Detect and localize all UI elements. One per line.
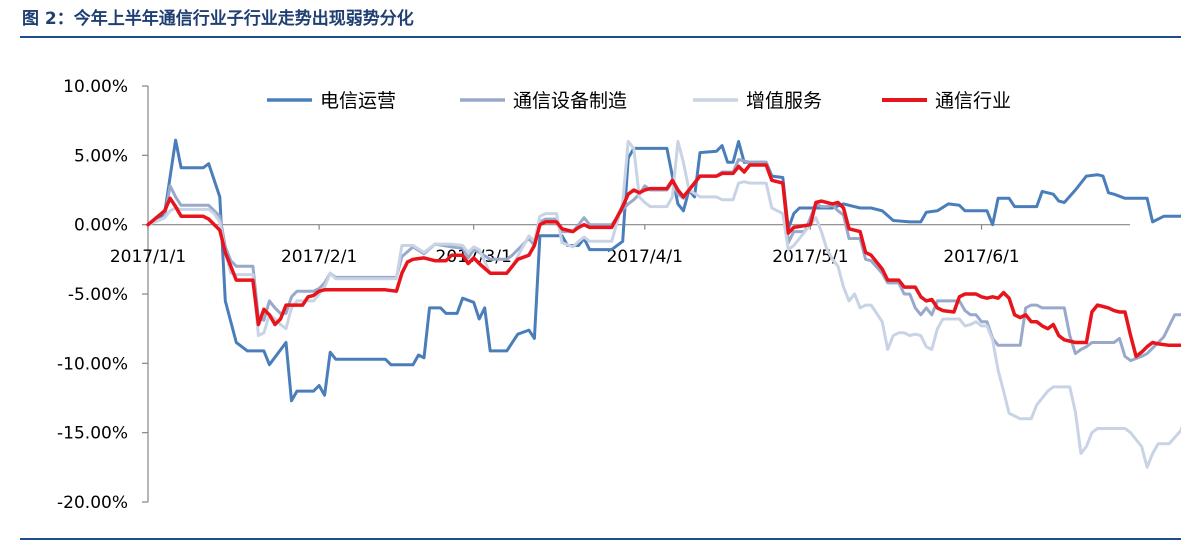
y-tick-label: 0.00%: [74, 216, 128, 236]
chart-axes: 10.00% 5.00% 0.00% -5.00% -10.00% -15.00% -20.…: [57, 77, 1130, 513]
x-tick-label: 2017/6/1: [943, 247, 1019, 267]
legend-label: 增值服务: [746, 90, 822, 112]
title-rule: [20, 36, 1181, 38]
series-line: [146, 140, 1181, 469]
y-tick-label: -10.00%: [57, 354, 128, 374]
y-tick-label: 5.00%: [74, 146, 128, 166]
y-tick-label: -5.00%: [68, 285, 128, 305]
figure-title: 图 2：今年上半年通信行业子行业走势出现弱势分化: [22, 9, 414, 29]
y-tick-label: 10.00%: [63, 77, 128, 97]
chart-legend: 电信运营 通信设备制造 增值服务 通信行业: [267, 90, 1011, 112]
y-tick-label: -20.00%: [57, 493, 128, 513]
x-tick-label: 2017/2/1: [281, 247, 357, 267]
legend-label: 通信行业: [935, 90, 1011, 112]
bottom-rule: [20, 538, 1181, 540]
x-tick-label: 2017/1/1: [110, 247, 186, 267]
legend-label: 电信运营: [320, 90, 396, 112]
series-line: [146, 138, 1181, 403]
x-tick-label: 2017/4/1: [607, 247, 683, 267]
legend-label: 通信设备制造: [513, 90, 627, 112]
chart-series: [146, 138, 1181, 469]
series-line: [146, 163, 1181, 359]
y-tick-label: -15.00%: [57, 424, 128, 444]
